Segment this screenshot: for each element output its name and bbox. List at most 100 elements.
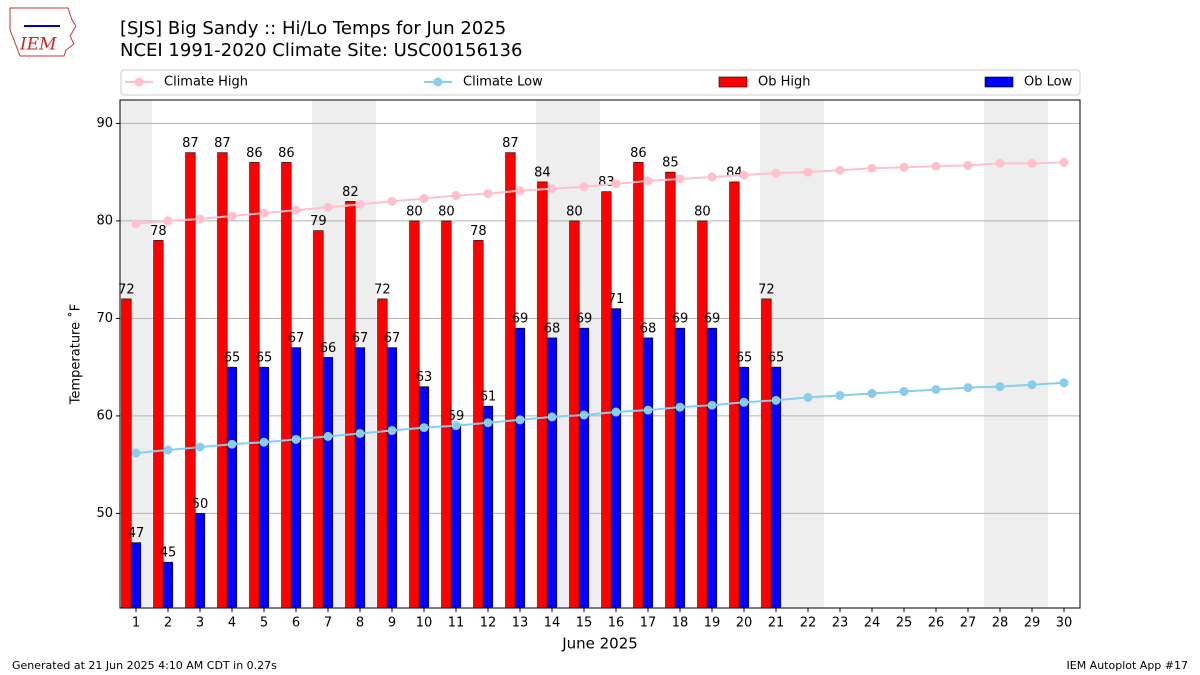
x-tick-label: 28 [992, 616, 1009, 631]
line-point [195, 214, 205, 224]
bar [633, 162, 644, 608]
x-tick-label: 23 [832, 616, 849, 631]
data-label: 72 [374, 282, 391, 297]
x-tick-label: 13 [512, 616, 529, 631]
data-label: 68 [640, 321, 657, 336]
line-point [1027, 158, 1037, 168]
line-point [419, 423, 429, 433]
data-label: 82 [342, 185, 359, 200]
y-tick-label: 70 [96, 311, 113, 326]
line-point [707, 172, 717, 182]
x-tick-label: 8 [356, 616, 364, 631]
data-label: 65 [224, 351, 241, 366]
data-label: 87 [182, 136, 199, 151]
bar [281, 162, 292, 608]
line-point [163, 445, 173, 455]
bar [674, 327, 686, 608]
line-point [483, 189, 493, 199]
legend-swatch [984, 76, 1014, 88]
line-point [323, 202, 333, 212]
data-label: 69 [512, 312, 529, 327]
data-label: 72 [118, 282, 135, 297]
line-point [227, 211, 237, 221]
data-label: 65 [768, 351, 785, 366]
legend-box [120, 69, 1081, 96]
line-point [547, 184, 557, 194]
bar [409, 220, 420, 608]
bar [537, 181, 548, 608]
line-point [291, 434, 301, 444]
bar [546, 337, 558, 608]
line-point [195, 442, 205, 452]
bar [450, 425, 462, 608]
bar [313, 230, 324, 608]
line-point [1059, 157, 1069, 167]
bar [441, 220, 452, 608]
line-point [931, 385, 941, 395]
data-label: 86 [630, 146, 647, 161]
bar [226, 366, 238, 608]
data-label: 79 [310, 214, 327, 229]
line-point [835, 390, 845, 400]
y-tick-label: 80 [96, 213, 113, 228]
chart-title: [SJS] Big Sandy :: Hi/Lo Temps for Jun 2… [120, 18, 506, 39]
data-label: 63 [416, 370, 433, 385]
bar [482, 405, 494, 608]
bar [162, 561, 174, 608]
x-tick-label: 10 [416, 616, 433, 631]
line-point [803, 167, 813, 177]
legend-swatch [433, 77, 443, 87]
bar [578, 327, 590, 608]
data-label: 80 [566, 204, 583, 219]
data-label: 61 [480, 390, 497, 405]
bar [697, 220, 708, 608]
line-point [259, 437, 269, 447]
line-point [451, 421, 461, 431]
legend-swatch [718, 76, 748, 88]
x-tick-label: 7 [324, 616, 332, 631]
x-axis-label: June 2025 [561, 635, 638, 653]
logo: IEM [9, 7, 77, 57]
data-label: 87 [502, 136, 519, 151]
x-tick-label: 17 [640, 616, 657, 631]
x-tick-label: 26 [928, 616, 945, 631]
x-tick-label: 18 [672, 616, 689, 631]
bar [706, 327, 718, 608]
line-point [579, 410, 589, 420]
bar [354, 347, 366, 608]
data-label: 66 [320, 341, 337, 356]
line-point [1059, 378, 1069, 388]
x-tick-label: 30 [1056, 616, 1073, 631]
data-label: 67 [288, 331, 305, 346]
y-axis-label: Temperature ˚F [68, 304, 84, 405]
line-point [611, 179, 621, 189]
logo-text: IEM [19, 35, 57, 55]
line-point [547, 412, 557, 422]
data-label: 59 [448, 409, 465, 424]
line-point [323, 431, 333, 441]
data-label: 67 [352, 331, 369, 346]
line-point [995, 158, 1005, 168]
y-tick-label: 90 [96, 116, 113, 131]
footer-right: IEM Autoplot App #17 [1067, 659, 1189, 672]
x-tick-label: 25 [896, 616, 913, 631]
line-point [1027, 380, 1037, 390]
line-point [355, 428, 365, 438]
line-point [995, 382, 1005, 392]
line-point [643, 176, 653, 186]
bar [258, 366, 270, 608]
line-point [387, 426, 397, 436]
data-label: 69 [672, 312, 689, 327]
line-point [131, 219, 141, 229]
bar [194, 513, 206, 608]
x-tick-label: 24 [864, 616, 881, 631]
bar [345, 201, 356, 608]
bar [610, 308, 622, 608]
footer-left: Generated at 21 Jun 2025 4:10 AM CDT in … [12, 659, 277, 672]
y-tick-label: 60 [96, 408, 113, 423]
x-tick-label: 12 [480, 616, 497, 631]
data-label: 86 [278, 146, 295, 161]
bar [601, 191, 612, 608]
line-point [387, 196, 397, 206]
